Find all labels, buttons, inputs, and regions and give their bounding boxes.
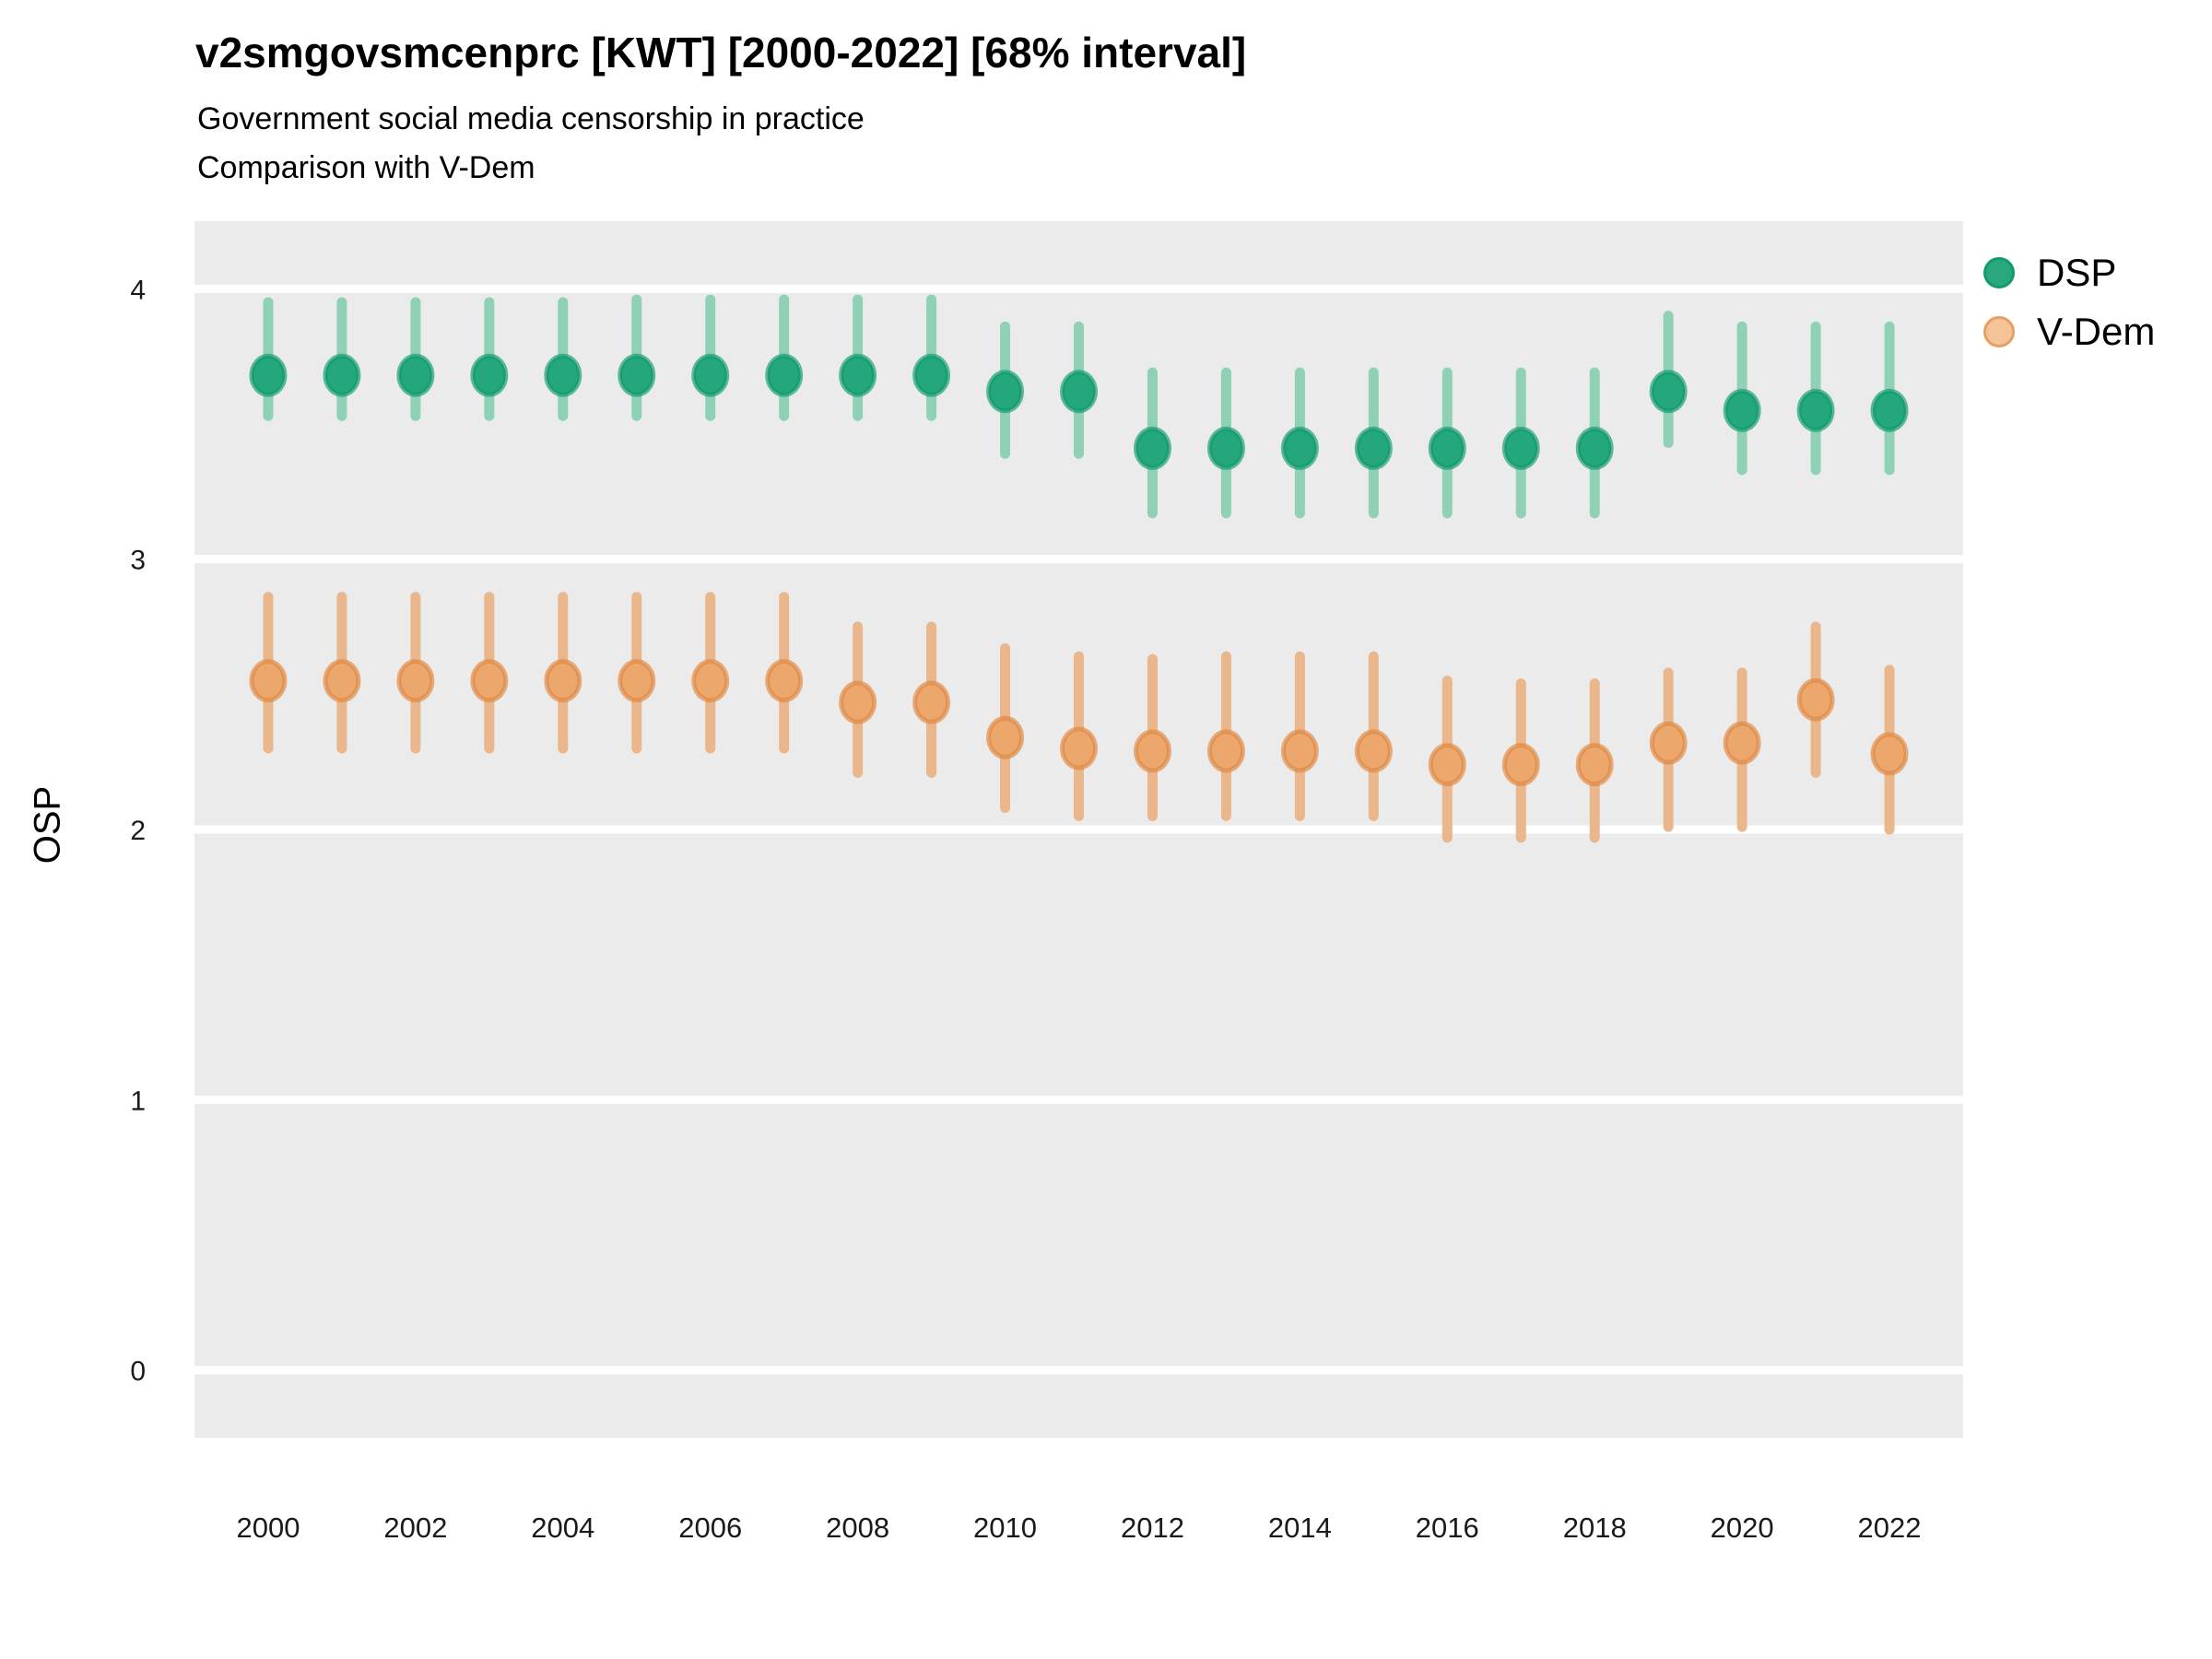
data-point-V-Dem-2009 xyxy=(912,680,951,724)
data-point-V-Dem-2013 xyxy=(1206,729,1245,773)
data-point-V-Dem-2011 xyxy=(1060,726,1098,771)
data-point-DSP-2021 xyxy=(1796,388,1835,432)
data-point-DSP-2003 xyxy=(470,353,509,397)
data-point-DSP-2022 xyxy=(1870,388,1909,432)
data-point-V-Dem-2010 xyxy=(986,715,1025,759)
data-point-DSP-2013 xyxy=(1206,426,1245,470)
data-point-V-Dem-2017 xyxy=(1501,743,1540,787)
data-point-DSP-2000 xyxy=(249,353,288,397)
data-point-DSP-2018 xyxy=(1575,426,1614,470)
chart-subtitle-line1: Government social media censorship in pr… xyxy=(197,101,865,136)
legend-item-vdem: V-Dem xyxy=(1983,310,2155,354)
data-point-DSP-2012 xyxy=(1133,426,1171,470)
x-tick-label-2004: 2004 xyxy=(531,1512,594,1544)
legend-label-vdem: V-Dem xyxy=(2037,310,2156,353)
data-point-DSP-2015 xyxy=(1354,426,1393,470)
data-point-DSP-2009 xyxy=(912,353,951,397)
legend-label-dsp: DSP xyxy=(2037,251,2117,294)
x-tick-label-2002: 2002 xyxy=(383,1512,447,1544)
x-tick-label-2006: 2006 xyxy=(678,1512,742,1544)
x-tick-label-2012: 2012 xyxy=(1121,1512,1184,1544)
x-tick-label-2020: 2020 xyxy=(1711,1512,1774,1544)
data-point-V-Dem-2001 xyxy=(323,659,361,703)
data-point-V-Dem-2005 xyxy=(618,659,656,703)
data-point-V-Dem-2004 xyxy=(544,659,582,703)
x-tick-label-2010: 2010 xyxy=(973,1512,1037,1544)
legend: DSP V-Dem xyxy=(1983,251,2155,354)
y-tick-label-1: 1 xyxy=(130,1086,146,1116)
data-point-DSP-2001 xyxy=(323,353,361,397)
data-point-DSP-2014 xyxy=(1280,426,1319,470)
x-tick-label-2000: 2000 xyxy=(236,1512,300,1544)
data-point-V-Dem-2007 xyxy=(765,659,804,703)
data-point-DSP-2008 xyxy=(839,353,877,397)
data-point-V-Dem-2002 xyxy=(396,659,435,703)
data-point-V-Dem-2014 xyxy=(1280,729,1319,773)
y-tick-label-4: 4 xyxy=(130,275,146,305)
data-point-V-Dem-2003 xyxy=(470,659,509,703)
data-point-V-Dem-2000 xyxy=(249,659,288,703)
data-point-DSP-2011 xyxy=(1060,370,1098,414)
x-tick-label-2022: 2022 xyxy=(1858,1512,1922,1544)
data-point-DSP-2020 xyxy=(1723,388,1761,432)
data-point-DSP-2005 xyxy=(618,353,656,397)
data-point-DSP-2019 xyxy=(1649,370,1688,414)
data-point-DSP-2017 xyxy=(1501,426,1540,470)
data-point-DSP-2016 xyxy=(1428,426,1466,470)
x-tick-label-2008: 2008 xyxy=(826,1512,889,1544)
data-point-V-Dem-2021 xyxy=(1796,677,1835,722)
data-point-DSP-2010 xyxy=(986,370,1025,414)
data-point-DSP-2004 xyxy=(544,353,582,397)
data-point-DSP-2006 xyxy=(691,353,730,397)
x-tick-label-2014: 2014 xyxy=(1268,1512,1332,1544)
chart-subtitle-line2: Comparison with V-Dem xyxy=(197,150,535,185)
chart-title: v2smgovsmcenprc [KWT] [2000-2022] [68% i… xyxy=(195,29,1247,76)
y-tick-label-3: 3 xyxy=(130,546,146,576)
dsp-legend-dot-icon xyxy=(1983,257,2015,288)
data-point-V-Dem-2019 xyxy=(1649,721,1688,765)
y-tick-label-2: 2 xyxy=(130,816,146,846)
data-point-V-Dem-2012 xyxy=(1133,729,1171,773)
data-point-DSP-2002 xyxy=(396,353,435,397)
x-tick-label-2018: 2018 xyxy=(1563,1512,1627,1544)
data-point-V-Dem-2018 xyxy=(1575,743,1614,787)
data-point-V-Dem-2015 xyxy=(1354,729,1393,773)
data-point-V-Dem-2020 xyxy=(1723,721,1761,765)
y-tick-label-0: 0 xyxy=(130,1357,146,1387)
vdem-legend-dot-icon xyxy=(1983,316,2015,347)
data-point-DSP-2007 xyxy=(765,353,804,397)
data-point-V-Dem-2008 xyxy=(839,680,877,724)
x-tick-label-2016: 2016 xyxy=(1416,1512,1479,1544)
data-point-V-Dem-2022 xyxy=(1870,732,1909,776)
legend-item-dsp: DSP xyxy=(1983,251,2155,295)
data-point-V-Dem-2016 xyxy=(1428,743,1466,787)
data-point-V-Dem-2006 xyxy=(691,659,730,703)
